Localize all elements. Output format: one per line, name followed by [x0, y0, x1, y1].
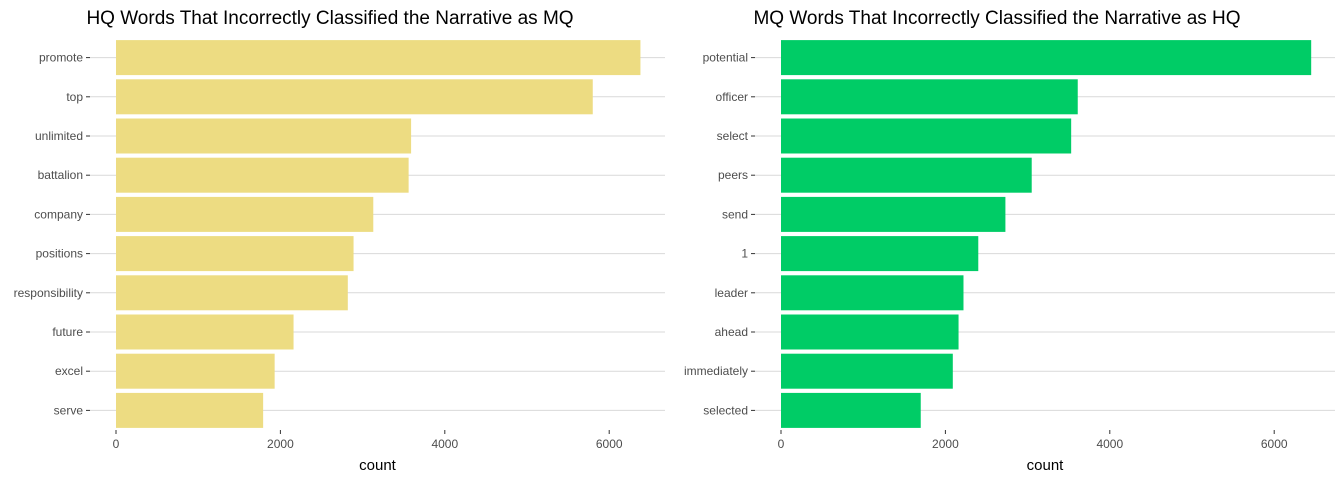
x-tick-label: 2000	[267, 437, 294, 451]
y-axis: potential officer select peers send 1 leader ah…	[684, 51, 755, 417]
y-tick-label: send	[722, 207, 748, 221]
bar-ahead	[781, 314, 959, 350]
bar-responsibility	[116, 275, 348, 311]
y-tick-label: peers	[718, 168, 748, 182]
y-tick-label: excel	[55, 364, 83, 378]
chart-panel-mq-words: MQ Words That Incorrectly Classified the…	[684, 8, 1335, 474]
y-tick-label: officer	[716, 90, 748, 104]
bar-immediately	[781, 353, 953, 389]
x-tick-label: 6000	[596, 437, 623, 451]
bar-officer	[781, 79, 1078, 115]
y-tick-label: future	[52, 325, 83, 339]
y-tick-label: leader	[715, 286, 748, 300]
bar-excel	[116, 353, 275, 389]
x-axis: 0 2000 4000 6000	[778, 430, 1288, 451]
bar-leader	[781, 275, 964, 311]
chart-title: HQ Words That Incorrectly Classified the…	[86, 8, 573, 29]
bar-battalion	[116, 157, 409, 193]
y-tick-label: select	[717, 129, 749, 143]
x-axis-title: count	[359, 457, 397, 474]
chart-panel-hq-words: HQ Words That Incorrectly Classified the…	[14, 8, 665, 474]
bar-select	[781, 118, 1072, 154]
y-tick-label: positions	[36, 247, 83, 261]
x-tick-label: 2000	[932, 437, 959, 451]
y-tick-label: promote	[39, 51, 83, 65]
y-tick-label: ahead	[715, 325, 748, 339]
x-tick-label: 0	[778, 437, 785, 451]
bar-selected	[781, 392, 921, 428]
y-tick-label: top	[66, 90, 83, 104]
x-tick-label: 4000	[431, 437, 458, 451]
y-tick-label: selected	[703, 403, 748, 417]
y-tick-label: 1	[741, 247, 748, 261]
y-tick-label: potential	[703, 51, 748, 65]
y-tick-label: company	[34, 207, 83, 221]
bar-promote	[116, 40, 641, 76]
x-axis-title: count	[1027, 457, 1065, 474]
x-tick-label: 4000	[1096, 437, 1123, 451]
chart-title: MQ Words That Incorrectly Classified the…	[753, 8, 1240, 29]
bar-company	[116, 196, 374, 232]
x-tick-label: 0	[113, 437, 120, 451]
bar-future	[116, 314, 294, 350]
y-axis: promote top unlimited battalion company posit…	[14, 51, 90, 417]
bar-top	[116, 79, 593, 115]
bar-send	[781, 196, 1006, 232]
bar-potential	[781, 40, 1312, 76]
x-tick-label: 6000	[1261, 437, 1288, 451]
bar-peers	[781, 157, 1032, 193]
bar-1	[781, 236, 979, 272]
bar-serve	[116, 392, 264, 428]
y-tick-label: serve	[54, 403, 84, 417]
y-tick-label: immediately	[684, 364, 748, 378]
y-tick-label: battalion	[38, 168, 83, 182]
bar-unlimited	[116, 118, 412, 154]
bars	[116, 40, 641, 428]
y-tick-label: responsibility	[14, 286, 83, 300]
x-axis: 0 2000 4000 6000	[113, 430, 623, 451]
bar-positions	[116, 236, 354, 272]
bars	[781, 40, 1312, 428]
y-tick-label: unlimited	[35, 129, 83, 143]
